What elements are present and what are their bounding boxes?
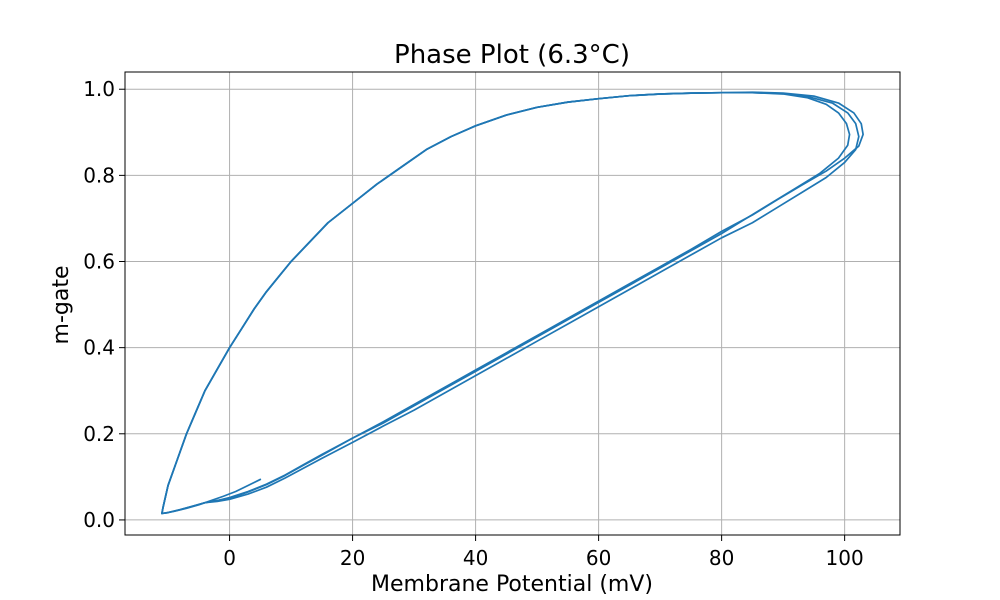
y-tick-label: 0.0: [83, 508, 115, 532]
y-tick-label: 0.6: [83, 250, 115, 274]
x-tick-label: 40: [463, 546, 488, 570]
plot-frame: [124, 71, 901, 536]
x-tick-label: 80: [709, 546, 734, 570]
y-tick-label: 0.4: [83, 336, 115, 360]
series-layer: [161, 91, 864, 515]
y-tick-label: 0.8: [83, 163, 115, 187]
x-axis-label: Membrane Potential (mV): [371, 572, 653, 597]
y-tick-label: 0.2: [83, 422, 115, 446]
chart-title: Phase Plot (6.3°C): [394, 40, 630, 70]
x-tick-label: 60: [586, 546, 611, 570]
x-tick-label: 100: [826, 546, 864, 570]
x-tick-label: 0: [223, 546, 236, 570]
trajectory-line-3: [161, 91, 864, 515]
ticks: 0 20 40 60 80 100 0.0 0.2 0.4 0.6 0.8 1.0: [83, 77, 864, 570]
y-tick-label: 1.0: [83, 77, 115, 101]
y-axis-label: m-gate: [49, 266, 74, 345]
x-tick-label: 20: [340, 546, 365, 570]
